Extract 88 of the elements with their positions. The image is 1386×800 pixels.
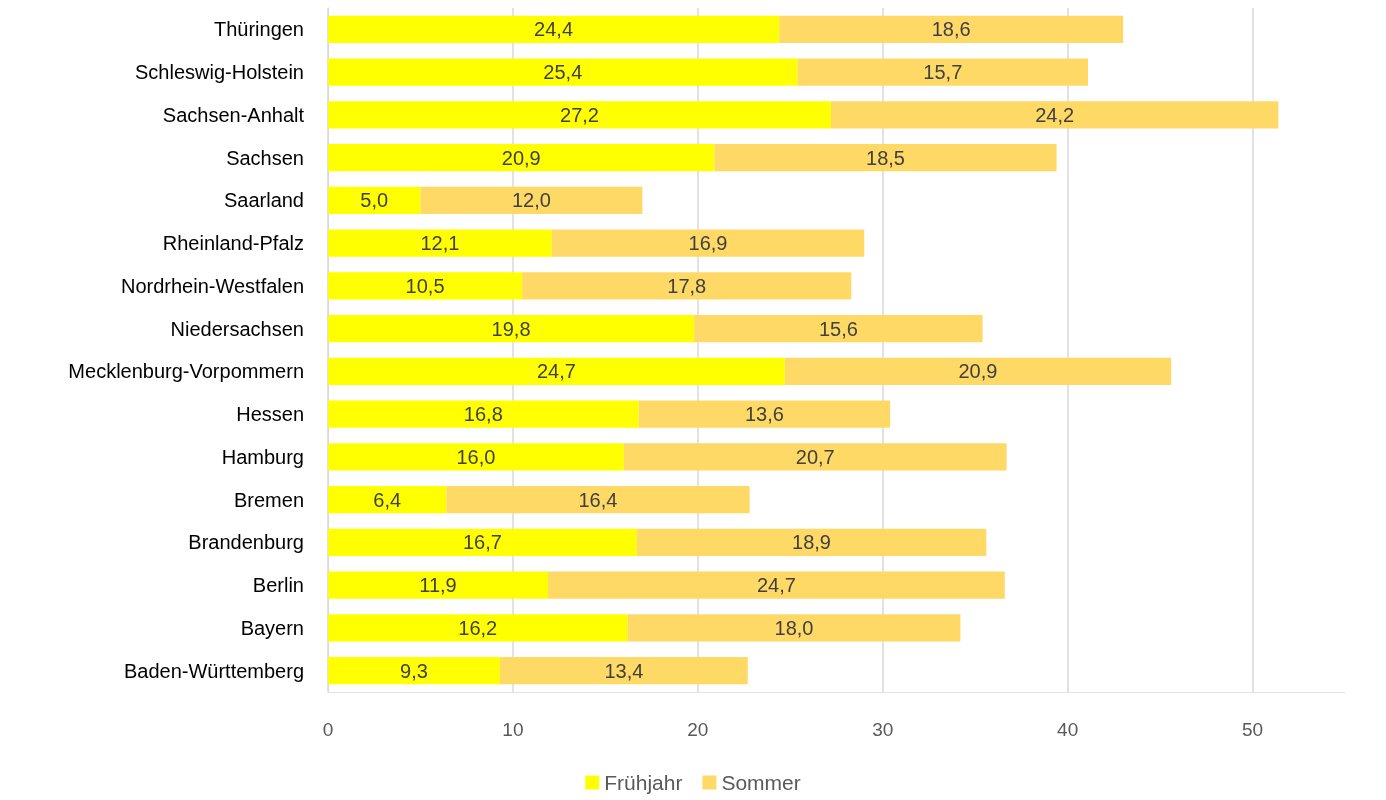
y-tick-label: Nordrhein-Westfalen bbox=[120, 274, 304, 297]
bar bbox=[328, 15, 780, 44]
data-label: 24,7 bbox=[756, 574, 796, 597]
y-tick-label: Bayern bbox=[240, 616, 304, 639]
data-label: 20,9 bbox=[501, 146, 541, 169]
bar bbox=[328, 485, 447, 514]
bar bbox=[499, 656, 748, 685]
bar bbox=[328, 58, 798, 86]
bar bbox=[694, 314, 983, 343]
data-label: 16,2 bbox=[458, 616, 498, 639]
data-label: 16,9 bbox=[688, 232, 728, 255]
data-label: 6,4 bbox=[373, 488, 402, 511]
data-label: 15,7 bbox=[923, 61, 963, 84]
bar bbox=[328, 314, 695, 343]
y-tick-label: Rheinland-Pfalz bbox=[162, 232, 304, 255]
bar bbox=[328, 656, 500, 685]
data-label: 27,2 bbox=[560, 103, 599, 126]
data-label: 12,1 bbox=[420, 232, 460, 255]
bar bbox=[446, 485, 750, 514]
data-label: 19,8 bbox=[491, 317, 531, 340]
data-label: 13,6 bbox=[744, 403, 784, 426]
y-tick-label: Sachsen bbox=[226, 146, 304, 169]
y-tick-label: Berlin bbox=[252, 574, 304, 597]
bar bbox=[328, 101, 831, 129]
x-tick-label: 50 bbox=[1241, 719, 1264, 740]
bar bbox=[328, 528, 637, 557]
bar bbox=[328, 614, 628, 642]
x-tick-label: 30 bbox=[872, 719, 894, 740]
data-label: 18,9 bbox=[792, 531, 832, 554]
bar bbox=[328, 443, 624, 471]
bar bbox=[779, 15, 1124, 44]
y-tick-label: Baden-Württemberg bbox=[123, 659, 304, 682]
bar bbox=[328, 571, 549, 599]
bar bbox=[328, 186, 421, 215]
x-tick-label: 20 bbox=[687, 719, 709, 740]
bar bbox=[328, 357, 785, 386]
data-label: 18,6 bbox=[931, 18, 971, 41]
data-label: 18,5 bbox=[866, 146, 905, 169]
data-label: 20,9 bbox=[958, 360, 998, 383]
x-tick-label: 0 bbox=[322, 719, 334, 740]
data-label: 11,9 bbox=[419, 574, 457, 597]
x-tick-label: 10 bbox=[502, 719, 524, 740]
bar bbox=[522, 272, 852, 300]
bar bbox=[784, 357, 1172, 386]
y-tick-label: Saarland bbox=[223, 189, 304, 212]
bar bbox=[636, 528, 987, 557]
bar bbox=[638, 400, 891, 428]
bar bbox=[328, 229, 552, 257]
data-label: 5,0 bbox=[360, 189, 389, 212]
data-label: 16,0 bbox=[456, 445, 496, 468]
data-label: 15,6 bbox=[818, 317, 858, 340]
bar bbox=[623, 443, 1007, 471]
data-label: 9,3 bbox=[400, 659, 428, 682]
data-label: 10,5 bbox=[405, 274, 445, 297]
y-tick-label: Hamburg bbox=[221, 445, 304, 468]
data-label: 24,7 bbox=[536, 360, 576, 383]
bar bbox=[627, 614, 961, 642]
data-label: 17,8 bbox=[667, 274, 707, 297]
bar bbox=[420, 186, 643, 215]
bar bbox=[551, 229, 865, 257]
data-label: 25,4 bbox=[543, 61, 583, 84]
y-tick-label: Niedersachsen bbox=[170, 317, 304, 340]
data-label: 24,2 bbox=[1035, 103, 1075, 126]
x-tick-label: 40 bbox=[1057, 719, 1079, 740]
data-label: 20,7 bbox=[795, 445, 835, 468]
data-label: 18,0 bbox=[774, 616, 814, 639]
y-tick-label: Hessen bbox=[236, 403, 304, 426]
y-tick-label: Brandenburg bbox=[188, 531, 304, 554]
bar bbox=[328, 400, 639, 428]
legend-label: Frühjahr bbox=[604, 771, 683, 794]
y-tick-label: Thüringen bbox=[213, 18, 304, 41]
data-label: 16,7 bbox=[462, 531, 502, 554]
bar bbox=[797, 58, 1088, 86]
bar bbox=[714, 143, 1057, 172]
y-tick-label: Bremen bbox=[233, 488, 304, 511]
legend-label: Sommer bbox=[721, 771, 801, 794]
data-label: 16,8 bbox=[463, 403, 503, 426]
bar bbox=[328, 272, 523, 300]
bar bbox=[548, 571, 1005, 599]
data-label: 16,4 bbox=[578, 488, 618, 511]
bar bbox=[328, 143, 715, 172]
data-label: 12,0 bbox=[511, 189, 551, 212]
bar bbox=[830, 101, 1279, 129]
y-tick-label: Mecklenburg-Vorpommern bbox=[68, 360, 304, 383]
y-tick-label: Schleswig-Holstein bbox=[135, 61, 304, 84]
data-label: 13,4 bbox=[604, 659, 644, 682]
y-tick-label: Sachsen-Anhalt bbox=[162, 103, 305, 126]
data-label: 24,4 bbox=[534, 18, 574, 41]
